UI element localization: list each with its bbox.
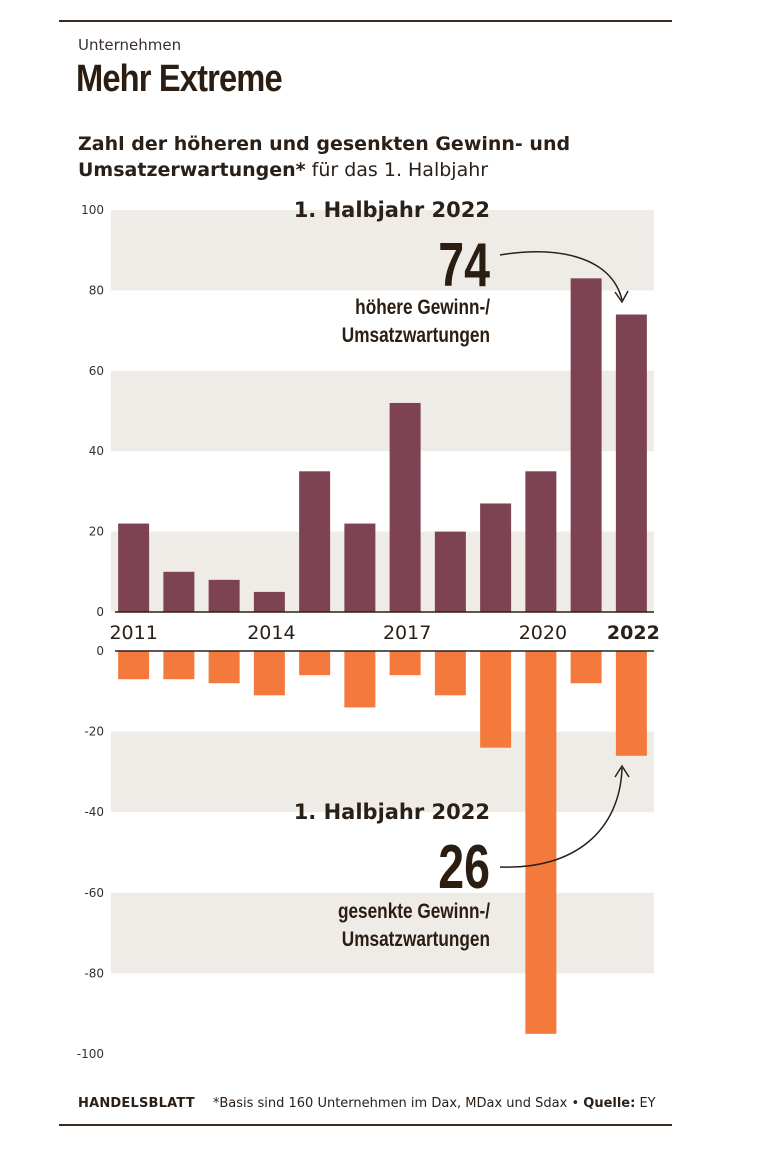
subtitle-bold: Zahl der höheren und gesenkten Gewinn- u… xyxy=(78,133,571,181)
bar-lowered-2015 xyxy=(299,651,331,676)
footer-brand: HANDELSBLATT xyxy=(78,1096,195,1111)
y-tick-label: -100 xyxy=(77,1047,104,1061)
bar-lowered-2020 xyxy=(525,651,557,1034)
annotation-bottom-arrowhead xyxy=(614,764,630,778)
bar-lowered-2018 xyxy=(434,651,466,696)
x-tick-label: 2017 xyxy=(383,622,431,644)
grid-bands-bottom xyxy=(111,731,654,974)
annotation-top-line1: höhere Gewinn-/ xyxy=(355,297,490,320)
annotation-bottom-arrow xyxy=(499,767,623,868)
y-tick-label: 40 xyxy=(89,444,104,458)
y-tick-label: 100 xyxy=(81,203,104,217)
bar-raised-2016 xyxy=(344,523,376,612)
annotation-top-value: 74 xyxy=(438,229,490,299)
subtitle-rest: für das 1. Halbjahr xyxy=(305,159,489,181)
annotation-bottom-line1: gesenkte Gewinn-/ xyxy=(338,901,491,924)
y-tick-label: 80 xyxy=(89,283,104,297)
annotation-top-arrowhead xyxy=(614,290,629,304)
bars-lowered xyxy=(118,651,647,1034)
bar-raised-2022 xyxy=(615,314,647,612)
bar-raised-2017 xyxy=(389,402,421,612)
y-tick-label: -60 xyxy=(84,886,104,900)
annotation-bottom-value: 26 xyxy=(438,831,490,901)
y-tick-label: 20 xyxy=(89,525,104,539)
footer: HANDELSBLATT *Basis sind 160 Unternehmen … xyxy=(78,1096,656,1111)
annotation-bottom-heading: 1. Halbjahr 2022 xyxy=(294,800,490,824)
grid-bands-top xyxy=(111,210,654,612)
y-tick-label: 60 xyxy=(89,364,104,378)
bar-lowered-2012 xyxy=(163,651,195,680)
bar-lowered-2016 xyxy=(344,651,376,708)
top-rule xyxy=(59,20,672,22)
grid-band xyxy=(111,531,654,612)
chart-title: Mehr Extreme xyxy=(76,58,283,100)
bars-raised xyxy=(118,278,647,612)
bar-raised-2019 xyxy=(480,503,512,612)
grid-band xyxy=(111,370,654,452)
bar-raised-2015 xyxy=(299,471,331,612)
x-tick-label: 2022 xyxy=(607,622,660,644)
annotation-top-arrow xyxy=(499,251,623,301)
annotation-top-heading: 1. Halbjahr 2022 xyxy=(294,198,490,222)
bar-lowered-2017 xyxy=(389,651,421,676)
chart-subtitle: Zahl der höheren und gesenkten Gewinn- u… xyxy=(78,131,638,183)
annotation-bottom-line2: Umsatzwartungen xyxy=(342,929,490,952)
annotation-top-line2: Umsatzwartungen xyxy=(342,325,490,348)
bar-raised-2012 xyxy=(163,571,195,612)
bar-lowered-2019 xyxy=(480,651,512,748)
bar-lowered-2014 xyxy=(253,651,285,696)
bar-raised-2021 xyxy=(570,278,602,612)
footer-note: *Basis sind 160 Unternehmen im Dax, MDax… xyxy=(212,1096,584,1111)
y-tick-label: -80 xyxy=(84,966,104,980)
footer-source-label: Quelle: xyxy=(583,1096,636,1111)
grid-band xyxy=(111,892,654,974)
bar-raised-2014 xyxy=(253,591,285,612)
grid-band xyxy=(111,210,654,291)
y-tick-label: -40 xyxy=(84,805,104,819)
footer-source-value: EY xyxy=(635,1096,656,1111)
y-tick-label: -20 xyxy=(84,725,104,739)
bottom-rule xyxy=(59,1124,672,1126)
bar-lowered-2021 xyxy=(570,651,602,684)
bar-raised-2018 xyxy=(434,531,466,612)
y-tick-label: 0 xyxy=(96,644,104,658)
grid-band xyxy=(111,731,654,813)
bar-lowered-2013 xyxy=(208,651,240,684)
x-tick-label: 2011 xyxy=(109,622,157,644)
kicker: Unternehmen xyxy=(78,36,182,54)
bar-raised-2020 xyxy=(525,471,557,612)
y-ticks-top: 0 20 40 60 80 100 xyxy=(81,203,104,619)
x-tick-labels: 2011 2014 2017 2020 2022 xyxy=(109,622,659,644)
bar-raised-2013 xyxy=(208,579,240,612)
bar-raised-2011 xyxy=(118,523,150,612)
x-tick-label: 2014 xyxy=(247,622,295,644)
y-tick-label: 0 xyxy=(96,605,104,619)
y-ticks-bottom: 0 -20 -40 -60 -80 -100 xyxy=(77,644,104,1061)
bar-lowered-2022 xyxy=(615,651,647,756)
bar-lowered-2011 xyxy=(118,651,150,680)
x-tick-label: 2020 xyxy=(519,622,567,644)
